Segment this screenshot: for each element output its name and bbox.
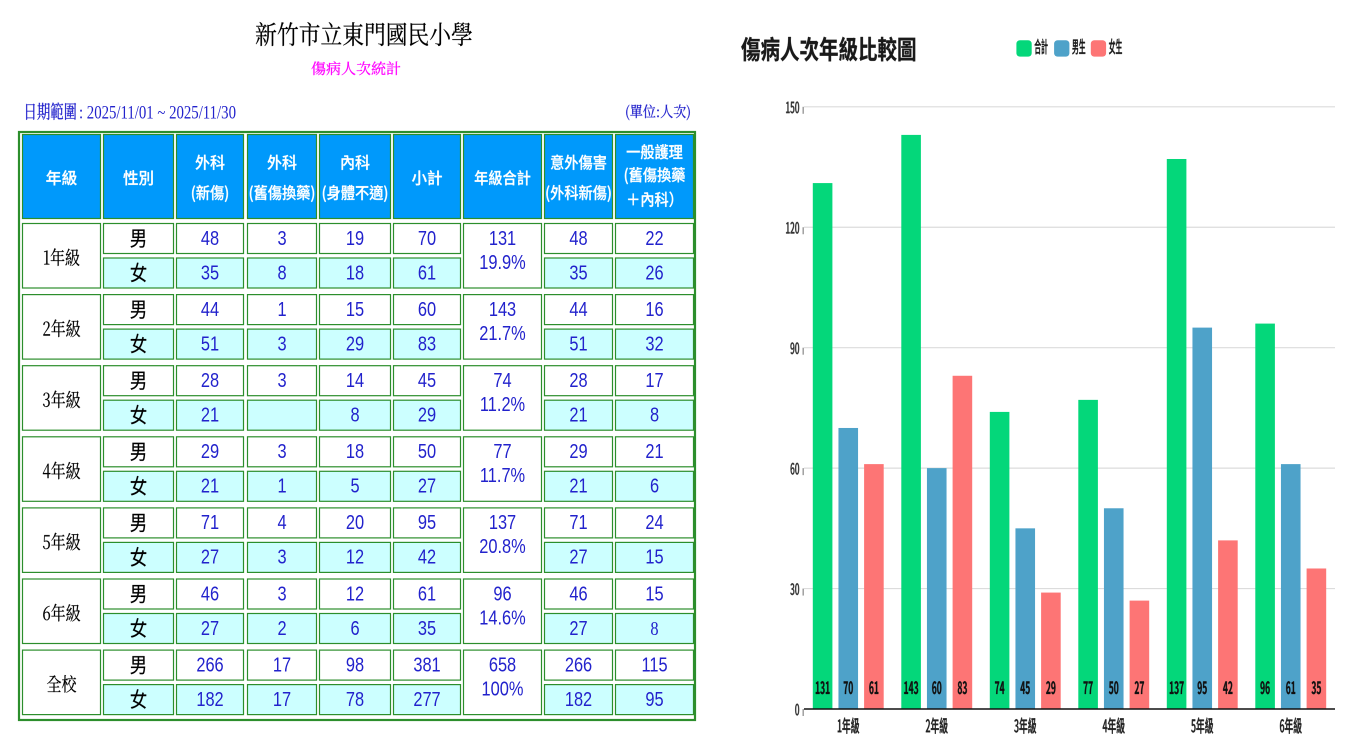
svg-text:70: 70: [418, 226, 436, 249]
svg-text:5: 5: [350, 474, 359, 497]
svg-text:15: 15: [346, 297, 364, 320]
svg-text:27: 27: [569, 616, 587, 639]
svg-text:28: 28: [569, 368, 587, 391]
svg-text:1: 1: [277, 297, 286, 320]
svg-text:18: 18: [346, 440, 364, 463]
svg-text:77: 77: [493, 440, 511, 463]
svg-text:16: 16: [645, 297, 663, 320]
svg-text:14: 14: [346, 368, 364, 391]
svg-text:20: 20: [346, 511, 364, 534]
svg-text:19.9%: 19.9%: [479, 250, 525, 273]
svg-text:2: 2: [277, 616, 286, 639]
svg-text:35: 35: [569, 261, 587, 284]
svg-text:3: 3: [277, 226, 286, 249]
svg-text:60: 60: [418, 297, 436, 320]
svg-text:8: 8: [650, 617, 658, 639]
svg-text:71: 71: [569, 511, 587, 534]
svg-text:46: 46: [569, 582, 587, 605]
svg-text:29: 29: [346, 332, 364, 355]
svg-text:44: 44: [201, 297, 219, 320]
svg-text:11.7%: 11.7%: [480, 464, 525, 487]
svg-text:3: 3: [277, 582, 286, 605]
svg-text:44: 44: [569, 297, 587, 320]
svg-text:27: 27: [569, 545, 587, 568]
svg-text:15: 15: [645, 545, 663, 568]
svg-text:21: 21: [645, 440, 663, 463]
svg-text:17: 17: [273, 687, 291, 710]
svg-text:100%: 100%: [482, 677, 524, 700]
svg-text:266: 266: [196, 653, 223, 676]
svg-text:143: 143: [489, 297, 516, 320]
svg-text:21: 21: [569, 474, 587, 497]
svg-text:8: 8: [650, 403, 659, 426]
svg-text:15: 15: [645, 582, 663, 605]
svg-text:22: 22: [645, 226, 663, 249]
svg-text:17: 17: [645, 368, 663, 391]
svg-text:: 2025/11/01 ~ 2025/11/30: : 2025/11/01 ~ 2025/11/30: [79, 102, 236, 123]
svg-text:28: 28: [201, 368, 219, 391]
svg-text:131: 131: [489, 226, 516, 249]
svg-text:4: 4: [277, 511, 286, 534]
svg-text:658: 658: [489, 653, 516, 676]
svg-text:24: 24: [645, 511, 663, 534]
svg-text:61: 61: [418, 261, 436, 284]
svg-text:21.7%: 21.7%: [479, 321, 525, 344]
svg-text:35: 35: [201, 261, 219, 284]
svg-text:45: 45: [418, 368, 436, 391]
svg-text:27: 27: [418, 474, 436, 497]
svg-text:29: 29: [418, 403, 436, 426]
svg-text:182: 182: [565, 687, 592, 710]
svg-text:29: 29: [201, 440, 219, 463]
svg-text:95: 95: [418, 511, 436, 534]
svg-text:20.8%: 20.8%: [479, 535, 525, 558]
svg-text:78: 78: [346, 687, 364, 710]
svg-text:14.6%: 14.6%: [479, 606, 525, 629]
svg-text:21: 21: [201, 403, 219, 426]
svg-text:277: 277: [413, 687, 440, 710]
svg-text:12: 12: [346, 545, 364, 568]
svg-text:42: 42: [418, 545, 436, 568]
svg-text:182: 182: [196, 687, 223, 710]
svg-text:1: 1: [277, 474, 286, 497]
svg-text:3: 3: [277, 332, 286, 355]
svg-text:8: 8: [277, 261, 286, 284]
svg-text:21: 21: [201, 474, 219, 497]
svg-text:18: 18: [346, 261, 364, 284]
svg-text:51: 51: [569, 332, 587, 355]
svg-text:115: 115: [641, 653, 667, 676]
svg-text:74: 74: [493, 368, 511, 391]
svg-text:381: 381: [413, 653, 440, 676]
svg-text:35: 35: [418, 616, 436, 639]
svg-text:3: 3: [277, 440, 286, 463]
svg-text:21: 21: [569, 403, 587, 426]
svg-text:6: 6: [650, 474, 659, 497]
svg-text:95: 95: [645, 687, 663, 710]
svg-text:8: 8: [350, 403, 359, 426]
svg-text:26: 26: [645, 261, 663, 284]
svg-text:12: 12: [346, 582, 364, 605]
svg-text:83: 83: [418, 332, 436, 355]
svg-text:27: 27: [201, 616, 219, 639]
svg-text:19: 19: [346, 226, 364, 249]
svg-text:46: 46: [201, 582, 219, 605]
svg-text:61: 61: [418, 582, 436, 605]
svg-text:266: 266: [565, 653, 592, 676]
svg-text:51: 51: [201, 332, 219, 355]
svg-text:3: 3: [277, 368, 286, 391]
svg-text:50: 50: [418, 440, 436, 463]
svg-text:27: 27: [201, 545, 219, 568]
svg-text:98: 98: [346, 653, 364, 676]
svg-text:71: 71: [201, 511, 219, 534]
svg-text:96: 96: [493, 582, 511, 605]
svg-text:137: 137: [489, 511, 516, 534]
svg-text:6: 6: [350, 616, 359, 639]
svg-text:11.2%: 11.2%: [480, 392, 525, 415]
svg-text:48: 48: [201, 226, 219, 249]
svg-text:48: 48: [569, 226, 587, 249]
svg-text:17: 17: [273, 653, 291, 676]
svg-text:29: 29: [569, 440, 587, 463]
svg-text:32: 32: [645, 332, 663, 355]
svg-text:3: 3: [277, 545, 286, 568]
